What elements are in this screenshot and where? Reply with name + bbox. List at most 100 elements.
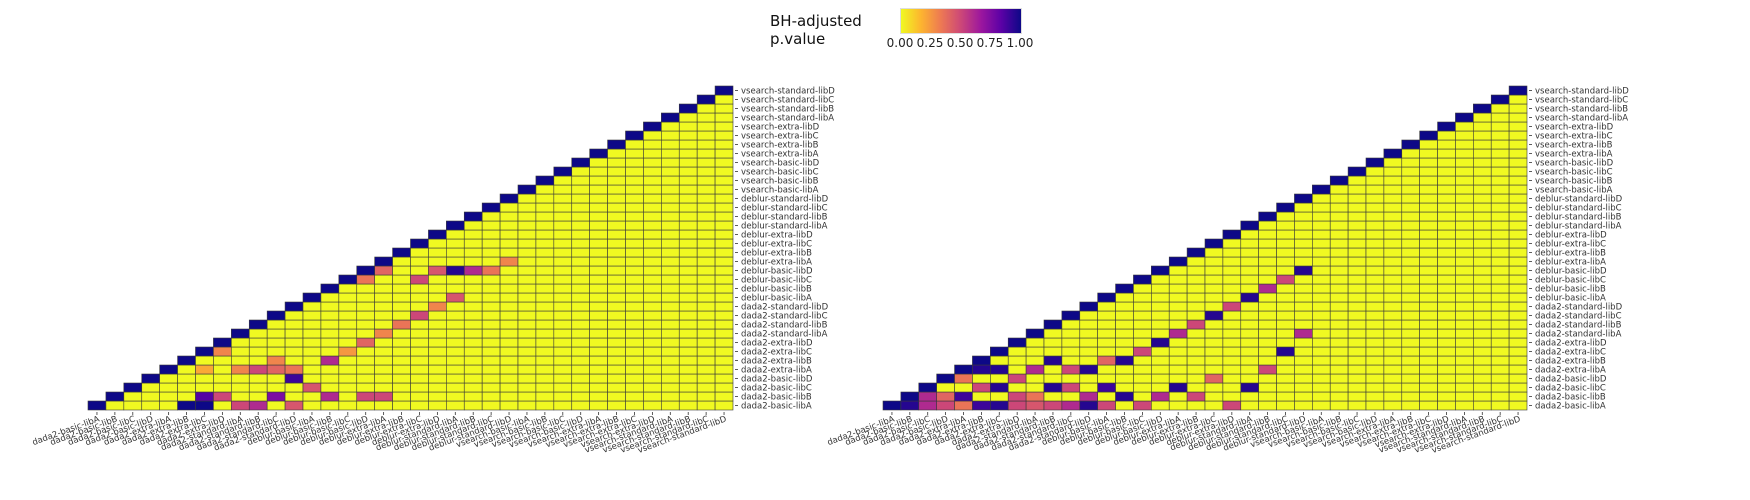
heatmap-cell: [607, 274, 626, 285]
heatmap-cell: [1115, 301, 1134, 312]
heatmap-cell: [1186, 328, 1206, 339]
heatmap-cell: [1061, 319, 1081, 330]
heatmap-cell: [589, 355, 608, 366]
heatmap-cell: [1329, 283, 1349, 294]
heatmap-cell: [1490, 193, 1510, 204]
heatmap-cell: [248, 391, 268, 402]
heatmap-cell: [1240, 346, 1259, 357]
heatmap-cell: [248, 319, 268, 330]
heatmap-cell: [428, 265, 447, 276]
heatmap-cell: [428, 355, 447, 366]
heatmap-cell: [446, 346, 465, 357]
heatmap-cell: [1455, 337, 1474, 348]
heatmap-cell: [1133, 283, 1152, 294]
heatmap-cell: [1151, 292, 1170, 303]
heatmap-cell: [1473, 130, 1492, 141]
heatmap-cell: [302, 292, 322, 303]
y-axis-label: deblur-standard-libA: [741, 222, 828, 232]
heatmap-cell: [589, 247, 608, 258]
heatmap-cell: [589, 364, 608, 375]
y-axis-label: vsearch-extra-libA: [1535, 150, 1613, 160]
heatmap-cell: [1437, 130, 1456, 141]
heatmap-cell: [1419, 175, 1438, 186]
heatmap-cell: [338, 391, 358, 402]
y-axis-label: vsearch-standard-libB: [1535, 105, 1628, 115]
heatmap-cell: [499, 382, 519, 393]
heatmap-cell: [446, 238, 465, 249]
heatmap-cell: [374, 310, 393, 321]
heatmap-cell: [1312, 310, 1331, 321]
heatmap-cell: [535, 256, 555, 267]
heatmap-cell: [1133, 382, 1152, 393]
heatmap-cell: [481, 400, 501, 411]
heatmap-cell: [1490, 265, 1510, 276]
heatmap-cell: [936, 391, 955, 402]
heatmap-cell: [643, 202, 662, 213]
heatmap-cell: [1276, 382, 1295, 393]
heatmap-cell: [553, 310, 573, 321]
heatmap-cell: [1508, 148, 1528, 159]
heatmap-cell: [195, 355, 214, 366]
legend-tick-3: 0.75: [976, 36, 1004, 50]
heatmap-cell: [1222, 391, 1242, 402]
heatmap-cell: [1437, 220, 1456, 231]
heatmap-cell: [1508, 310, 1528, 321]
heatmap-cell: [1508, 112, 1528, 123]
heatmap-cell: [463, 274, 483, 285]
heatmap-cell: [1222, 229, 1242, 240]
heatmap-cell: [900, 400, 920, 411]
y-axis-label: deblur-extra-libC: [1535, 240, 1606, 250]
heatmap-cell: [1365, 265, 1385, 276]
heatmap-cell: [1312, 382, 1331, 393]
heatmap-cell: [1347, 274, 1367, 285]
heatmap-cell: [1401, 184, 1420, 195]
heatmap-cell: [481, 346, 501, 357]
heatmap-cell: [954, 382, 973, 393]
heatmap-cell: [1365, 220, 1385, 231]
heatmap-cell: [1312, 319, 1331, 330]
heatmap-cell: [1097, 346, 1116, 357]
heatmap-cell: [1204, 382, 1224, 393]
y-axis-label: dada2-extra-libB: [741, 357, 812, 367]
heatmap-cell: [1240, 391, 1259, 402]
heatmap-cell: [1383, 265, 1403, 276]
y-axis-label: vsearch-basic-libA: [741, 186, 819, 196]
heatmap-cell: [463, 220, 483, 231]
heatmap-cell: [446, 283, 465, 294]
heatmap-cell: [678, 202, 698, 213]
heatmap-cell: [410, 310, 429, 321]
heatmap-cell: [320, 391, 340, 402]
heatmap-cell: [302, 373, 322, 384]
heatmap-cell: [1455, 157, 1474, 168]
heatmap-cell: [607, 283, 626, 294]
heatmap-cell: [607, 220, 626, 231]
y-axis-label: dada2-extra-libA: [741, 366, 812, 376]
heatmap-cell: [410, 283, 429, 294]
y-axis-label: dada2-basic-libC: [741, 384, 812, 394]
heatmap-cell: [1151, 265, 1170, 276]
heatmap-cell: [1151, 400, 1170, 411]
heatmap-cell: [936, 382, 955, 393]
heatmap-cell: [499, 238, 519, 249]
heatmap-cell: [589, 382, 608, 393]
heatmap-cell: [1473, 139, 1492, 150]
heatmap-cell: [571, 238, 590, 249]
heatmap-cell: [177, 364, 196, 375]
heatmap-cell: [1455, 247, 1474, 258]
heatmap-cell: [1276, 256, 1295, 267]
heatmap-cell: [643, 400, 662, 411]
heatmap-cell: [1383, 283, 1403, 294]
heatmap-cell: [1240, 310, 1259, 321]
heatmap-cell: [1294, 220, 1313, 231]
heatmap-cell: [661, 328, 680, 339]
heatmap-cell: [410, 247, 429, 258]
heatmap-cell: [1365, 346, 1385, 357]
heatmap-cell: [374, 391, 393, 402]
heatmap-cell: [1473, 337, 1492, 348]
heatmap-cell: [589, 256, 608, 267]
heatmap-cell: [1490, 202, 1510, 213]
heatmap-cell: [1329, 247, 1349, 258]
heatmap-cell: [1097, 337, 1116, 348]
y-axis-label: deblur-basic-libA: [1535, 294, 1606, 304]
heatmap-cell: [499, 220, 519, 231]
